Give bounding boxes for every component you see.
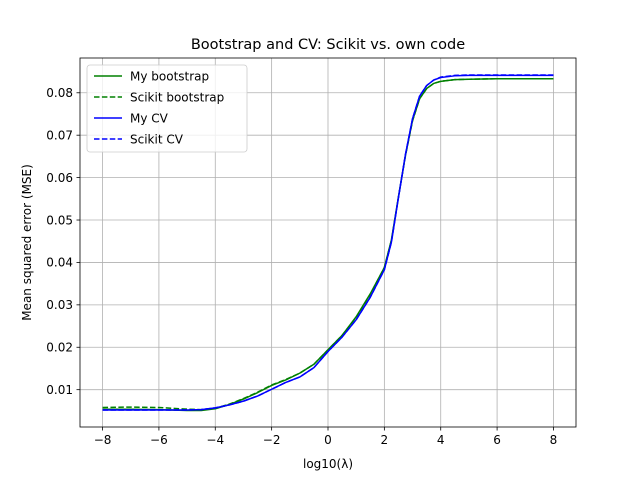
legend-label: Scikit bootstrap xyxy=(130,90,224,104)
y-tick-label: 0.04 xyxy=(46,256,73,270)
legend-label: My bootstrap xyxy=(130,69,209,83)
x-tick-label: 8 xyxy=(550,433,558,447)
y-tick-label: 0.08 xyxy=(46,86,73,100)
x-tick-label: 0 xyxy=(324,433,332,447)
x-tick-label: 6 xyxy=(493,433,501,447)
y-tick-label: 0.03 xyxy=(46,298,73,312)
series-lines xyxy=(102,74,554,412)
series-line-scikit-cv xyxy=(102,74,554,411)
y-axis-label: Mean squared error (MSE) xyxy=(20,164,34,321)
legend-box xyxy=(86,64,248,153)
y-tick-label: 0.01 xyxy=(46,383,73,397)
x-tick-label: 4 xyxy=(437,433,445,447)
legend-label: Scikit CV xyxy=(130,132,184,146)
grid xyxy=(80,58,576,427)
legend-label: My CV xyxy=(130,111,169,125)
x-tick-label: −6 xyxy=(150,433,168,447)
legend: My bootstrap Scikit bootstrap My CV Scikit … xyxy=(86,64,248,153)
y-tick-label: 0.05 xyxy=(46,213,73,227)
ticks: −8 −6 −4 −2 0 2 4 6 8 0.01 0.02 0.03 0.04 0.05 0.06 0.0… xyxy=(46,86,557,447)
y-tick-label: 0.07 xyxy=(46,128,73,142)
x-tick-label: −8 xyxy=(94,433,112,447)
x-tick-label: −2 xyxy=(263,433,281,447)
x-tick-label: 2 xyxy=(381,433,389,447)
y-tick-label: 0.06 xyxy=(46,171,73,185)
x-tick-label: −4 xyxy=(206,433,224,447)
chart-title: Bootstrap and CV: Scikit vs. own code xyxy=(191,37,465,53)
x-axis-label: log10(λ) xyxy=(303,457,353,471)
y-tick-label: 0.02 xyxy=(46,341,73,355)
